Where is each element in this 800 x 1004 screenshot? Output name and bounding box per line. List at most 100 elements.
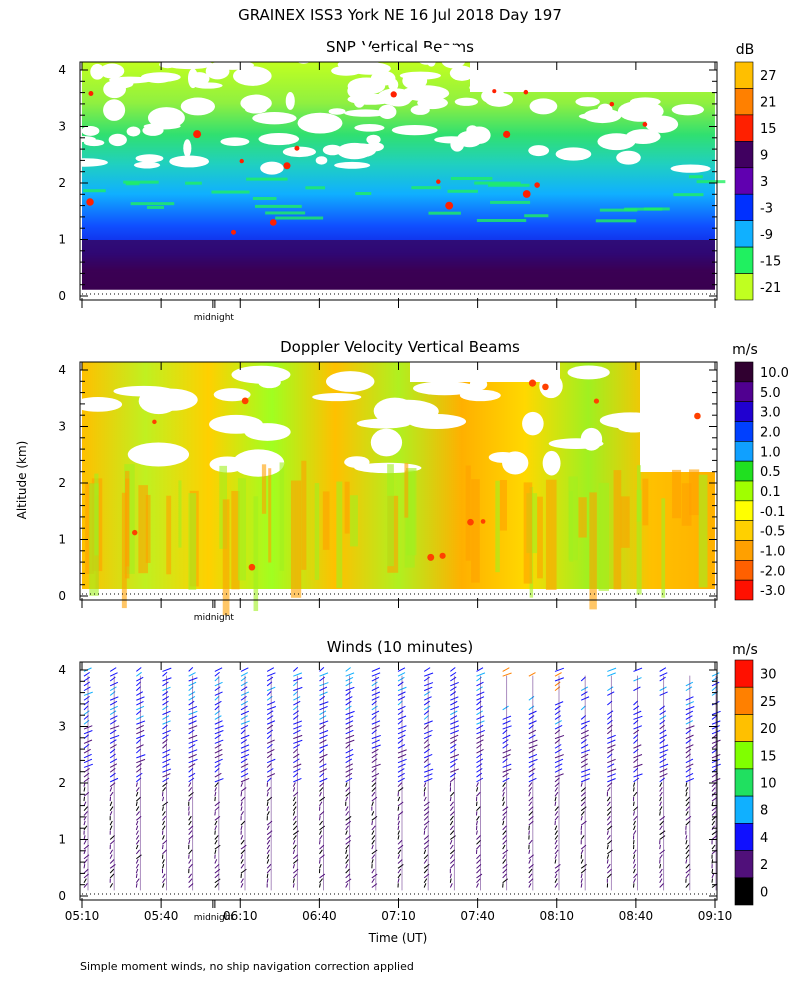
wind-barb <box>241 706 247 710</box>
wind-barb <box>607 874 611 878</box>
colorbar-label: -2.0 <box>760 564 785 579</box>
wind-barb <box>293 835 296 839</box>
doppler-speckle <box>440 553 446 559</box>
wind-barb <box>398 821 399 825</box>
colorbar-swatch <box>735 501 753 521</box>
wind-barb <box>424 744 430 748</box>
colorbar-label: 0.5 <box>760 465 781 480</box>
wind-barb <box>163 879 166 883</box>
wind-barb <box>267 792 268 796</box>
wind-barb <box>84 687 90 691</box>
snr-streak <box>488 184 530 187</box>
snr-speckle <box>523 190 531 198</box>
snr-gap <box>438 45 464 65</box>
doppler-streak <box>404 463 408 518</box>
wind-barb <box>267 874 268 878</box>
wind-barb <box>320 874 325 878</box>
colorbar-swatch <box>735 168 753 194</box>
main-title: GRAINEX ISS3 York NE 16 Jul 2018 Day 197 <box>238 6 562 24</box>
wind-barb <box>293 816 296 820</box>
wind-barb <box>136 773 142 777</box>
snr-streak <box>428 212 460 215</box>
wind-barb <box>372 826 376 830</box>
wind-barb <box>293 769 300 773</box>
doppler-speckle <box>594 398 599 403</box>
wind-barb <box>634 764 643 767</box>
wind-barb <box>189 730 195 734</box>
snr-speckle <box>391 91 397 97</box>
doppler-streak <box>466 466 471 561</box>
wind-barb <box>686 845 689 849</box>
wind-barb <box>372 831 374 835</box>
wind-barb <box>84 883 87 887</box>
doppler-streak <box>589 492 596 609</box>
wind-barb <box>529 773 534 777</box>
wind-barb <box>529 811 533 815</box>
wind-barb <box>581 692 587 696</box>
wind-barb <box>293 831 298 835</box>
snr-streak <box>305 186 325 189</box>
colorbar-unit: m/s <box>732 642 758 658</box>
wind-barb <box>110 883 112 887</box>
wind-barb <box>136 826 137 830</box>
doppler-streak <box>524 482 533 583</box>
colorbar-swatch <box>735 115 753 141</box>
wind-barb <box>84 821 85 825</box>
snr-streak <box>477 219 526 222</box>
wind-barb <box>660 668 666 672</box>
wind-barb <box>424 802 429 806</box>
wind-barb <box>320 835 323 839</box>
colorbar-label: 5.0 <box>760 386 781 401</box>
wind-barb <box>660 807 662 811</box>
wind-barb <box>293 840 295 844</box>
colorbar-swatch <box>735 362 753 382</box>
wind-barb <box>581 850 583 854</box>
snr-gap <box>344 109 387 116</box>
wind-barb <box>529 874 532 878</box>
wind-barb <box>110 726 119 729</box>
snr-streak <box>524 214 548 217</box>
colorbar-label: -0.5 <box>760 525 785 540</box>
snr-gap <box>136 154 164 162</box>
y-tick-label: 3 <box>58 120 66 134</box>
wind-barb <box>398 831 399 835</box>
doppler-gap <box>128 442 189 466</box>
doppler-speckle <box>481 519 486 524</box>
wind-barb <box>372 773 379 777</box>
wind-barb <box>450 740 456 744</box>
doppler-gap <box>312 393 361 401</box>
wind-barb <box>293 730 300 734</box>
wind-barb <box>634 874 638 878</box>
snr-streak <box>246 178 287 181</box>
wind-barb <box>136 787 139 791</box>
wind-barb <box>372 869 375 873</box>
wind-barb <box>215 864 219 868</box>
wind-barb <box>372 792 375 796</box>
colorbar-swatch <box>735 560 753 580</box>
wind-barb <box>477 759 483 763</box>
wind-barb <box>267 730 273 734</box>
wind-barb <box>110 773 115 777</box>
wind-barb <box>686 716 693 720</box>
wind-barb <box>293 783 295 787</box>
wind-barb <box>398 802 403 806</box>
wind-barb <box>424 826 427 830</box>
wind-barb <box>607 711 613 715</box>
wind-barb <box>398 697 405 701</box>
colorbar-label: -1.0 <box>760 544 785 559</box>
wind-barb <box>477 874 482 878</box>
wind-barb <box>110 859 114 863</box>
wind-barb <box>660 787 663 791</box>
wind-barb <box>215 716 222 720</box>
wind-barb <box>346 836 351 840</box>
snr-streak <box>451 177 492 180</box>
wind-barb <box>555 706 560 710</box>
wind-barb <box>450 821 452 825</box>
midnight-label: midnight <box>194 613 235 623</box>
wind-barb <box>503 787 506 791</box>
wind-barb <box>293 701 300 705</box>
wind-barb <box>320 716 327 720</box>
wind-barb <box>320 859 321 863</box>
wind-barb <box>634 816 638 820</box>
wind-barb <box>241 826 242 830</box>
